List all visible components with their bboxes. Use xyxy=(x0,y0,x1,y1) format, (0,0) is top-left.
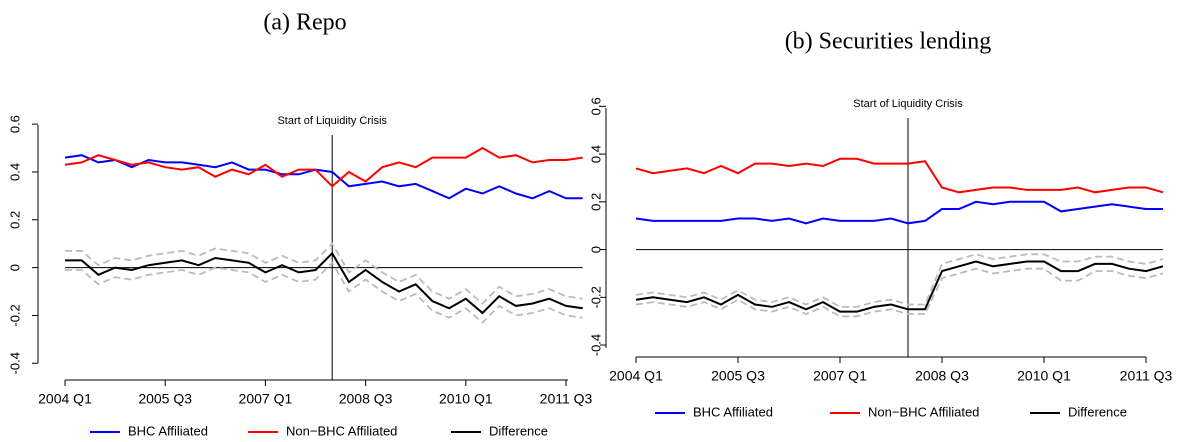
series-line xyxy=(64,146,583,188)
y-tick-label: 0.2 xyxy=(588,193,603,211)
series-line xyxy=(64,154,583,200)
x-tick-label: 2007 Q1 xyxy=(239,391,293,407)
y-tick-label: 0 xyxy=(588,246,603,253)
y-tick-label: 0.2 xyxy=(7,211,22,229)
x-tick-label: 2005 Q3 xyxy=(138,391,192,407)
x-tick-label: 2010 Q1 xyxy=(439,391,493,407)
band-line xyxy=(635,253,1164,308)
x-tick-label: 2007 Q1 xyxy=(813,368,867,384)
y-tick-label: -0.4 xyxy=(588,334,603,356)
series-line xyxy=(635,157,1164,194)
band-line xyxy=(65,261,583,324)
x-tick-label: 2008 Q3 xyxy=(339,391,393,407)
y-tick-label: 0 xyxy=(7,264,22,271)
y-tick-label: -0.2 xyxy=(7,304,22,326)
legend-label: BHC Affiliated xyxy=(693,404,773,419)
x-tick-label: 2010 Q1 xyxy=(1017,368,1071,384)
x-tick-label: 2004 Q1 xyxy=(38,391,92,407)
x-tick-label: 2008 Q3 xyxy=(915,368,969,384)
y-tick-label: 0.4 xyxy=(588,145,603,163)
x-tick-label: 2005 Q3 xyxy=(711,368,765,384)
series-line xyxy=(635,260,1164,313)
legend-label: BHC Affiliated xyxy=(128,423,208,438)
band-line xyxy=(635,267,1164,318)
annotation: Start of Liquidity Crisis xyxy=(853,98,963,110)
band-line xyxy=(65,242,583,305)
x-tick-label: 2011 Q3 xyxy=(1120,368,1173,384)
panel-title: (b) Securities lending xyxy=(785,29,992,55)
panel-title: (a) Repo xyxy=(263,10,346,36)
legend-label: Non−BHC Affiliated xyxy=(286,423,397,438)
annotation: Start of Liquidity Crisis xyxy=(277,115,387,127)
y-tick-label: -0.4 xyxy=(7,352,22,374)
y-tick-label: -0.2 xyxy=(588,286,603,308)
y-tick-label: 0.6 xyxy=(7,115,22,133)
y-tick-label: 0.6 xyxy=(588,97,603,115)
legend-label: Difference xyxy=(489,423,548,438)
legend-label: Non−BHC Affiliated xyxy=(868,404,979,419)
series-line xyxy=(635,200,1163,225)
legend-label: Difference xyxy=(1068,404,1127,419)
x-tick-label: 2004 Q1 xyxy=(609,368,663,384)
series-line xyxy=(65,251,583,315)
x-tick-label: 2011 Q3 xyxy=(540,391,593,407)
y-tick-label: 0.4 xyxy=(7,163,22,181)
